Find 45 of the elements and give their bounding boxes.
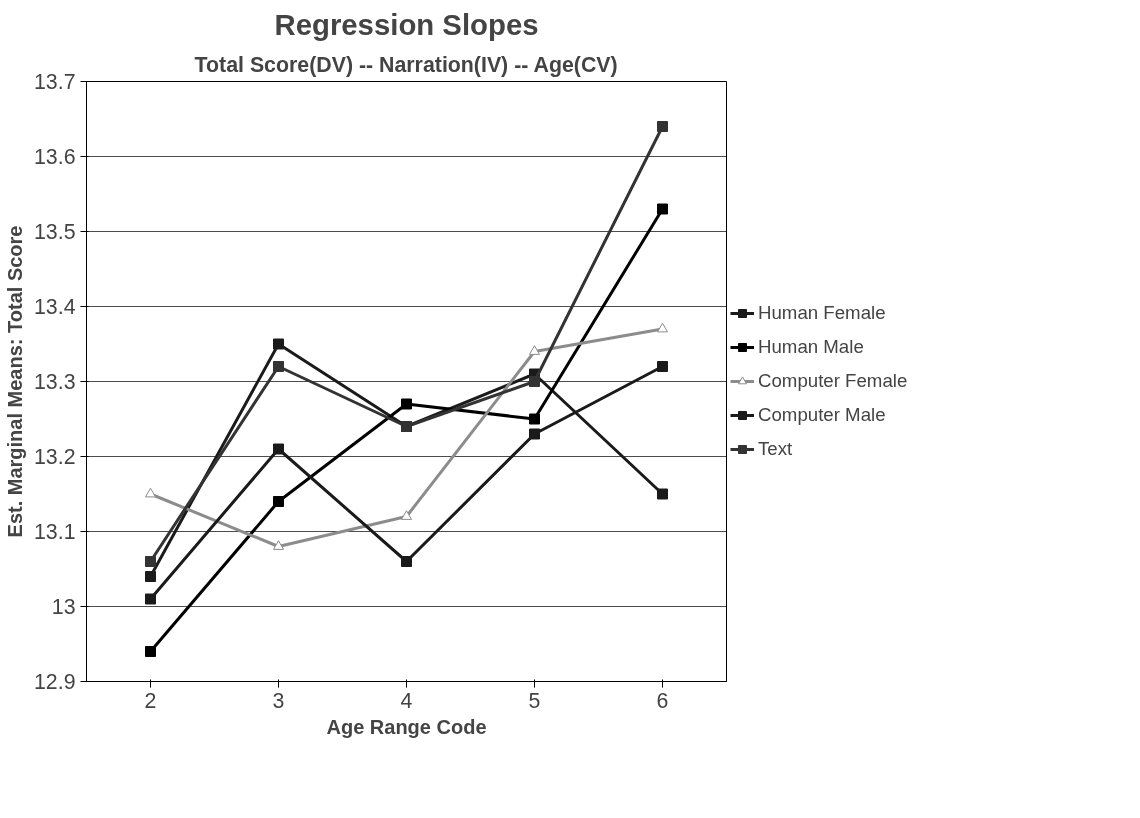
- point: [529, 413, 540, 425]
- y-tick-label: 12.9: [33, 670, 76, 694]
- x-tick-label: 2: [144, 688, 157, 713]
- point: [401, 398, 412, 410]
- y-tick-label: 13.4: [33, 295, 76, 319]
- point: [273, 496, 284, 507]
- point: [145, 646, 156, 657]
- point: [657, 488, 668, 500]
- x-tick-label: 4: [400, 688, 413, 713]
- point: [529, 376, 540, 387]
- point: [401, 556, 412, 567]
- point: [145, 487, 156, 498]
- legend-label: Text: [758, 438, 793, 460]
- point: [657, 322, 668, 333]
- point: [145, 556, 156, 567]
- point: [273, 338, 284, 350]
- point: [273, 443, 284, 455]
- point: [657, 203, 668, 215]
- point: [657, 361, 668, 372]
- chart-subtitle: Total Score(DV) -- Narration(IV) -- Age(CV): [194, 52, 618, 77]
- y-tick-label: 13: [51, 595, 76, 619]
- point: [145, 593, 156, 605]
- x-axis-title: Age Range Code: [326, 715, 487, 738]
- legend-label: Human Female: [758, 302, 886, 324]
- point: [401, 510, 412, 520]
- x-tick-label: 3: [272, 688, 285, 713]
- y-tick-label: 13.6: [33, 145, 76, 169]
- legend-label: Human Male: [758, 336, 864, 358]
- point: [657, 121, 668, 132]
- point: [145, 571, 156, 582]
- y-tick-label: 13.2: [33, 445, 76, 469]
- y-tick-label: 13.1: [33, 520, 76, 544]
- legend-label: Computer Female: [758, 370, 908, 392]
- y-axis-title: Est. Marginal Means: Total Score: [3, 225, 26, 538]
- point: [273, 361, 284, 372]
- point: [529, 345, 540, 355]
- legend-label: Computer Male: [758, 404, 886, 426]
- x-tick-label: 5: [528, 688, 541, 713]
- y-tick-label: 13.7: [33, 70, 76, 94]
- x-tick-label: 6: [656, 688, 669, 713]
- y-tick-label: 13.3: [33, 370, 76, 394]
- chart-title: Regression Slopes: [274, 7, 539, 41]
- y-tick-label: 13.5: [33, 220, 76, 244]
- point: [273, 540, 284, 550]
- point: [529, 428, 540, 440]
